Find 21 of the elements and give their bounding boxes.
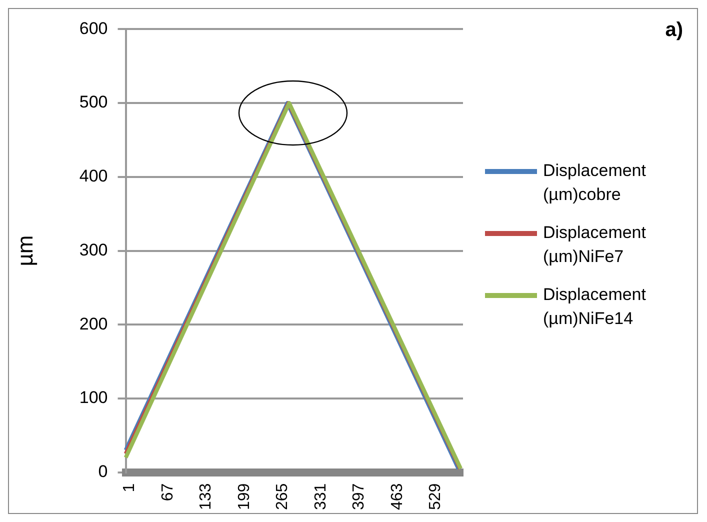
legend-label: Displacement (µm)NiFe7 <box>543 222 647 268</box>
y-tick-label: 600 <box>79 18 108 38</box>
x-tick-label: 463 <box>388 483 406 510</box>
x-tick-label: 133 <box>198 483 215 510</box>
y-tick-label: 200 <box>79 314 108 334</box>
x-tick-label: 199 <box>236 483 253 510</box>
legend-label: Displacement (µm)NiFe14 <box>543 284 647 330</box>
y-tick-label: 300 <box>79 240 108 260</box>
x-tick-label: 265 <box>274 483 292 510</box>
y-tick-label: 100 <box>79 388 108 408</box>
x-tick-label: 67 <box>159 483 176 502</box>
legend-label: Displacement (µm)cobre <box>543 160 647 206</box>
y-tick-label: 0 <box>98 462 108 481</box>
y-tick-label: 500 <box>79 92 108 112</box>
x-tick-label: 397 <box>350 483 368 510</box>
x-tick-label: 331 <box>312 483 330 510</box>
x-tick-label: 1 <box>121 483 138 492</box>
text: a) <box>665 19 683 42</box>
y-tick-label: 400 <box>79 166 108 186</box>
x-tick-label: 529 <box>427 483 444 510</box>
y-axis-title: µm <box>12 235 38 266</box>
